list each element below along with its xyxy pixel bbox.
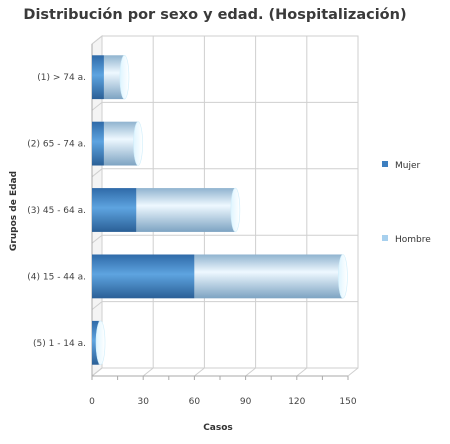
bar-mujer[interactable] — [92, 254, 195, 299]
y-tick-label: (5) 1 - 14 a. — [33, 339, 86, 349]
x-tick-label: 120 — [288, 397, 305, 407]
x-tick-label: 90 — [240, 397, 252, 407]
bar-hombre[interactable] — [103, 121, 139, 166]
y-tick-label: (3) 45 - 64 a. — [27, 206, 86, 216]
bar-mujer[interactable] — [92, 320, 99, 365]
grid-line-horizontal — [91, 168, 358, 178]
y-tick-label: (2) 65 - 74 a. — [27, 140, 86, 150]
grid-line-horizontal — [91, 367, 358, 377]
bar-hombre[interactable] — [194, 254, 343, 299]
bar-mujer[interactable] — [92, 188, 137, 232]
y-tick-label: (4) 15 - 44 a. — [27, 272, 86, 282]
legend-label-hombre[interactable]: Hombre — [395, 235, 431, 245]
bar-mujer[interactable] — [92, 55, 104, 100]
bar-mujer[interactable] — [92, 121, 104, 166]
legend-label-mujer[interactable]: Mujer — [395, 161, 421, 171]
y-tick-label: (1) > 74 a. — [37, 73, 86, 83]
grid-line-floor — [142, 367, 154, 377]
grid-line-horizontal — [91, 234, 358, 244]
legend-swatch-mujer — [382, 161, 388, 167]
grid-line-floor — [245, 367, 256, 377]
x-axis-label: Casos — [203, 423, 233, 433]
bar-hombre[interactable] — [103, 55, 125, 100]
y-axis-label: Grupos de Edad — [9, 171, 19, 251]
bar-end-cap — [133, 121, 143, 166]
axis-ticks: 0 30 60 90 120 150 (1) > 74 a. (2) 65 - 74 a. (3… — [27, 73, 357, 407]
bar-hombre[interactable] — [136, 188, 236, 232]
bar-end-cap — [95, 320, 106, 366]
x-tick-label: 150 — [339, 397, 356, 407]
bar-end-cap — [230, 187, 241, 233]
bar-end-cap — [119, 54, 130, 100]
grid-line-floor — [347, 367, 359, 377]
grid-line-horizontal — [91, 101, 358, 111]
grid-line-floor — [194, 367, 205, 377]
grid-line-horizontal — [91, 301, 358, 310]
x-tick-label: 0 — [89, 397, 95, 407]
legend: Mujer Hombre — [382, 161, 431, 245]
grid-line-horizontal — [91, 35, 358, 45]
grid-line-floor — [296, 367, 308, 377]
bars — [92, 54, 348, 366]
x-tick-label: 60 — [189, 397, 201, 407]
bar-end-cap — [338, 254, 348, 299]
x-tick-label: 30 — [137, 397, 149, 407]
legend-swatch-hombre — [382, 235, 388, 241]
chart-title: Distribución por sexo y edad. (Hospitali… — [23, 7, 406, 23]
